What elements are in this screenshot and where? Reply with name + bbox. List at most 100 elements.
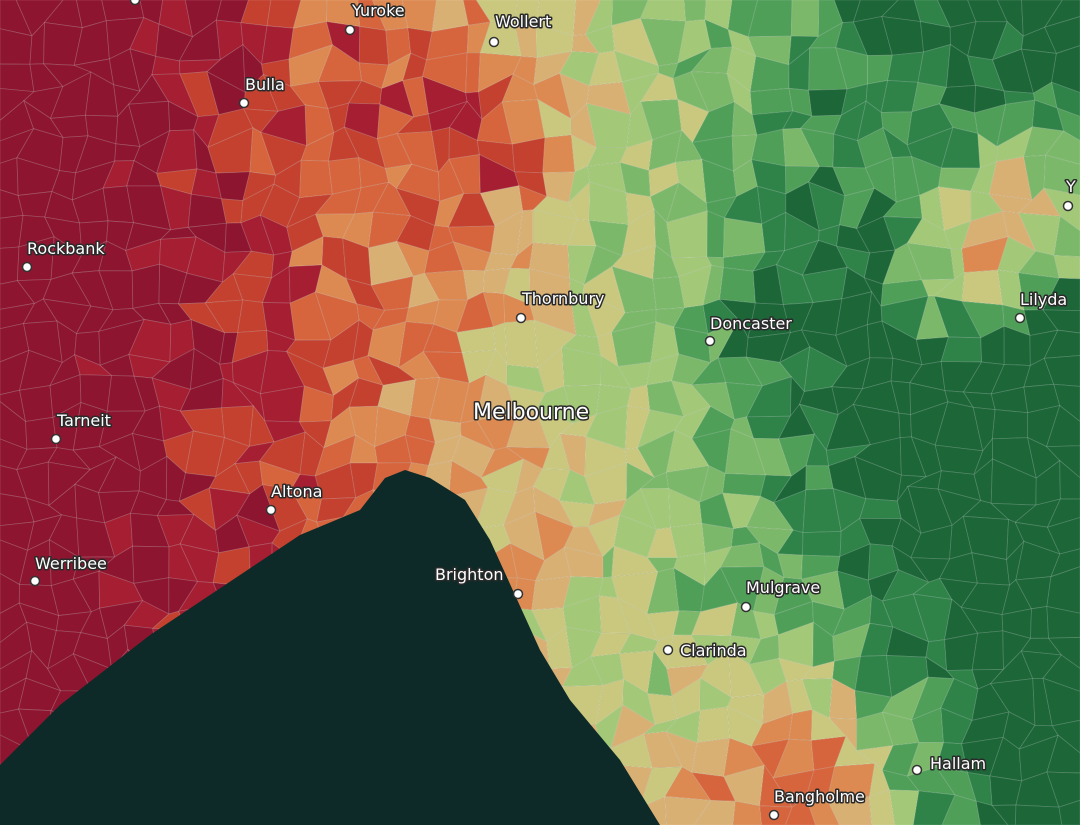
region bbox=[691, 737, 731, 778]
region bbox=[683, 0, 707, 22]
region bbox=[722, 473, 767, 497]
region bbox=[187, 193, 227, 228]
port-phillip-bay bbox=[0, 470, 660, 825]
region bbox=[788, 709, 813, 741]
region bbox=[1053, 383, 1080, 423]
place-label: Brighton bbox=[435, 565, 504, 584]
region bbox=[854, 655, 893, 698]
place-dot bbox=[740, 601, 752, 613]
region bbox=[1059, 459, 1080, 500]
region bbox=[1047, 636, 1080, 669]
region bbox=[859, 498, 902, 519]
region bbox=[1046, 605, 1080, 639]
region bbox=[25, 416, 58, 450]
region bbox=[1051, 719, 1080, 754]
region bbox=[749, 87, 794, 116]
region bbox=[299, 159, 333, 199]
region bbox=[131, 263, 161, 309]
place-label: Melbourne bbox=[473, 400, 589, 425]
region bbox=[732, 800, 763, 825]
region bbox=[1042, 654, 1080, 692]
place-label: Bangholme bbox=[774, 787, 865, 806]
place-label: Thornbury bbox=[521, 289, 604, 308]
region bbox=[1046, 734, 1080, 774]
region bbox=[1043, 0, 1080, 28]
region bbox=[719, 267, 756, 304]
region bbox=[1042, 277, 1080, 312]
region bbox=[805, 796, 840, 825]
region bbox=[1051, 45, 1080, 93]
place-labels: Yuroke Wollert Bulla Rockbank Thornbury Donca… bbox=[21, 0, 1078, 821]
region bbox=[358, 26, 390, 66]
region bbox=[693, 799, 736, 825]
place-dot bbox=[29, 575, 41, 587]
place-label: Tarneit bbox=[56, 411, 111, 430]
region bbox=[808, 88, 848, 117]
region bbox=[1043, 355, 1080, 387]
place-label: Altona bbox=[271, 482, 322, 501]
region bbox=[1042, 677, 1080, 727]
region bbox=[1051, 81, 1080, 117]
region bbox=[696, 706, 731, 744]
region bbox=[1046, 771, 1080, 808]
region bbox=[1046, 517, 1080, 555]
region bbox=[0, 246, 20, 285]
place-dot bbox=[662, 644, 674, 656]
region bbox=[1030, 606, 1049, 639]
region bbox=[1043, 187, 1080, 232]
region bbox=[975, 800, 1009, 825]
region bbox=[802, 530, 842, 557]
region bbox=[261, 25, 294, 65]
region bbox=[1044, 16, 1080, 54]
place-label: Doncaster bbox=[710, 314, 792, 333]
place-dot bbox=[265, 504, 277, 516]
place-dot bbox=[911, 764, 923, 776]
place-dot bbox=[21, 261, 33, 273]
region bbox=[961, 269, 1004, 306]
region bbox=[1042, 309, 1080, 334]
region bbox=[639, 0, 687, 22]
place-dot bbox=[1062, 200, 1074, 212]
region bbox=[1045, 445, 1080, 479]
place-dot bbox=[704, 335, 716, 347]
place-dot bbox=[129, 0, 141, 6]
region bbox=[465, 52, 481, 94]
region bbox=[1046, 566, 1080, 614]
region bbox=[542, 134, 576, 174]
place-dot bbox=[512, 588, 524, 600]
region bbox=[237, 299, 268, 333]
region bbox=[790, 0, 820, 37]
region bbox=[1056, 107, 1080, 142]
region bbox=[1044, 130, 1080, 165]
region bbox=[991, 804, 1017, 825]
place-label: Wollert bbox=[495, 12, 551, 31]
region bbox=[880, 80, 919, 113]
region bbox=[1046, 498, 1080, 528]
region bbox=[0, 63, 35, 93]
region bbox=[940, 336, 982, 363]
region bbox=[1043, 329, 1080, 359]
region bbox=[1050, 548, 1080, 578]
place-dot bbox=[344, 24, 356, 36]
region bbox=[887, 51, 925, 83]
place-dot bbox=[488, 36, 500, 48]
region bbox=[898, 412, 912, 439]
region bbox=[912, 790, 956, 825]
place-label: Clarinda bbox=[680, 641, 747, 660]
region bbox=[504, 319, 539, 369]
place-dot bbox=[50, 433, 62, 445]
region bbox=[132, 545, 170, 584]
region bbox=[785, 796, 817, 825]
region bbox=[1043, 154, 1080, 196]
place-label: Lilyda bbox=[1020, 290, 1067, 309]
region bbox=[1053, 255, 1080, 280]
region bbox=[971, 630, 1004, 671]
region bbox=[1058, 799, 1080, 825]
place-label: Rockbank bbox=[27, 239, 105, 258]
place-label: Hallam bbox=[930, 754, 986, 773]
region bbox=[401, 0, 437, 33]
place-dot bbox=[1014, 312, 1026, 324]
place-dot bbox=[238, 97, 250, 109]
region bbox=[0, 157, 19, 197]
